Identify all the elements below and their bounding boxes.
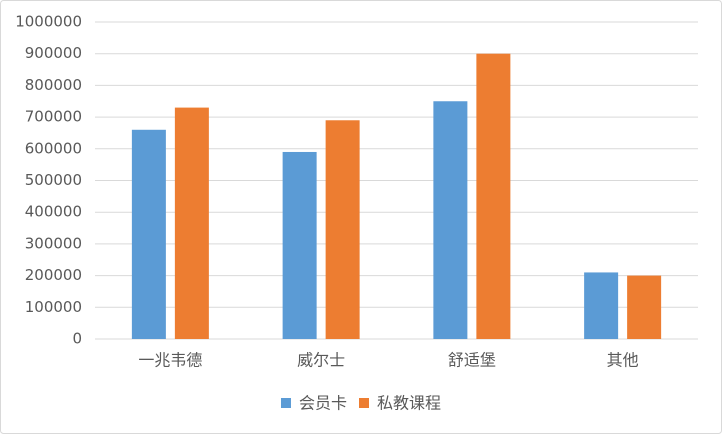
bar: [325, 120, 360, 340]
x-tick-label: 舒适堡: [448, 351, 496, 370]
y-tick-label: 100000: [25, 298, 82, 316]
bar: [584, 272, 619, 339]
y-tick-label: 0: [72, 330, 82, 348]
y-tick-label: 1000000: [15, 13, 82, 31]
bar: [174, 107, 209, 339]
legend-swatch: [359, 398, 369, 408]
bar: [627, 275, 662, 339]
bar: [131, 129, 166, 339]
legend-label: 私教课程: [377, 394, 441, 413]
bar: [476, 53, 511, 339]
legend-swatch: [280, 398, 291, 408]
y-tick-label: 900000: [25, 44, 82, 62]
x-tick-label: 一兆韦德: [138, 351, 202, 370]
y-tick-label: 600000: [25, 139, 82, 157]
y-tick-label: 400000: [25, 203, 82, 221]
y-tick-label: 800000: [25, 76, 82, 94]
x-tick-label: 威尔士: [297, 351, 345, 370]
y-tick-label: 300000: [25, 234, 82, 252]
bar: [433, 101, 468, 339]
legend-label: 会员卡: [299, 394, 347, 413]
bar: [282, 151, 317, 339]
y-tick-label: 200000: [25, 266, 82, 284]
y-tick-label: 500000: [25, 171, 82, 189]
y-tick-label: 700000: [25, 108, 82, 126]
x-tick-label: 其他: [607, 351, 639, 370]
